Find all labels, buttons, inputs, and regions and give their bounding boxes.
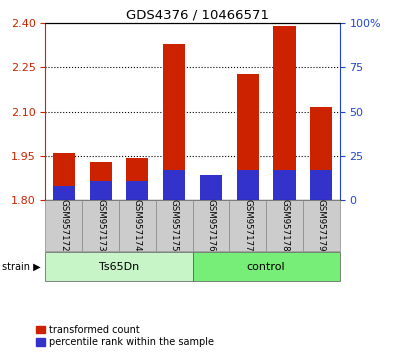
Text: GSM957175: GSM957175 [170, 199, 179, 252]
Bar [310, 107, 332, 200]
Bar [163, 170, 185, 200]
Bar [237, 170, 259, 200]
Text: GSM957178: GSM957178 [280, 199, 289, 252]
Bar [163, 44, 185, 200]
Text: GSM957176: GSM957176 [207, 199, 215, 252]
Bar [310, 170, 332, 200]
Bar [126, 181, 149, 200]
Text: GDS4376 / 10466571: GDS4376 / 10466571 [126, 9, 269, 22]
Bar [237, 74, 259, 200]
Text: GSM957179: GSM957179 [317, 199, 326, 252]
Text: GSM957174: GSM957174 [133, 199, 142, 252]
Bar [200, 198, 222, 200]
Text: control: control [247, 262, 286, 272]
Bar [273, 170, 295, 200]
Bar [53, 186, 75, 200]
Bar [90, 181, 112, 200]
Text: Ts65Dn: Ts65Dn [99, 262, 139, 272]
Bar [273, 26, 295, 200]
Text: GSM957172: GSM957172 [59, 199, 68, 252]
Bar [90, 162, 112, 200]
Text: GSM957173: GSM957173 [96, 199, 105, 252]
Bar [200, 175, 222, 200]
Legend: transformed count, percentile rank within the sample: transformed count, percentile rank withi… [36, 325, 214, 347]
Bar [126, 158, 149, 200]
Bar [53, 153, 75, 200]
Text: GSM957177: GSM957177 [243, 199, 252, 252]
Text: strain ▶: strain ▶ [2, 262, 41, 272]
